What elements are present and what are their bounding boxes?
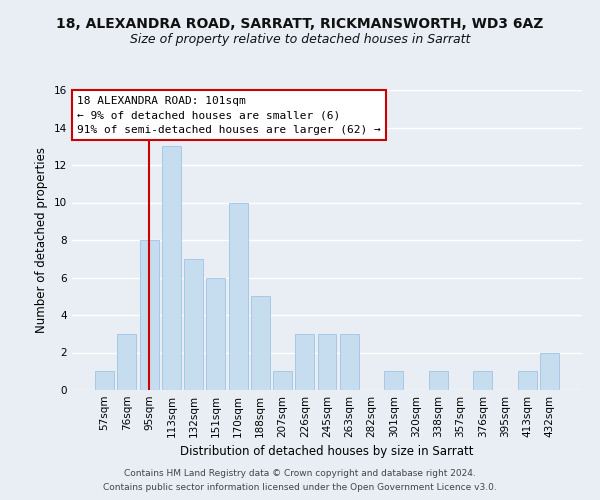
Text: Contains public sector information licensed under the Open Government Licence v3: Contains public sector information licen…	[103, 484, 497, 492]
Bar	[317, 334, 337, 390]
Bar	[162, 146, 181, 390]
Bar	[251, 296, 270, 390]
Bar	[384, 371, 403, 390]
Bar	[340, 334, 359, 390]
Bar	[229, 202, 248, 390]
Bar	[273, 371, 292, 390]
Bar	[95, 371, 114, 390]
X-axis label: Distribution of detached houses by size in Sarratt: Distribution of detached houses by size …	[180, 446, 474, 458]
Text: 18, ALEXANDRA ROAD, SARRATT, RICKMANSWORTH, WD3 6AZ: 18, ALEXANDRA ROAD, SARRATT, RICKMANSWOR…	[56, 18, 544, 32]
Bar	[206, 278, 225, 390]
Bar	[118, 334, 136, 390]
Bar	[140, 240, 158, 390]
Text: Size of property relative to detached houses in Sarratt: Size of property relative to detached ho…	[130, 32, 470, 46]
Bar	[540, 352, 559, 390]
Y-axis label: Number of detached properties: Number of detached properties	[35, 147, 49, 333]
Bar	[473, 371, 492, 390]
Bar	[429, 371, 448, 390]
Bar	[295, 334, 314, 390]
Text: 18 ALEXANDRA ROAD: 101sqm
← 9% of detached houses are smaller (6)
91% of semi-de: 18 ALEXANDRA ROAD: 101sqm ← 9% of detach…	[77, 96, 381, 135]
Text: Contains HM Land Registry data © Crown copyright and database right 2024.: Contains HM Land Registry data © Crown c…	[124, 468, 476, 477]
Bar	[184, 259, 203, 390]
Bar	[518, 371, 536, 390]
